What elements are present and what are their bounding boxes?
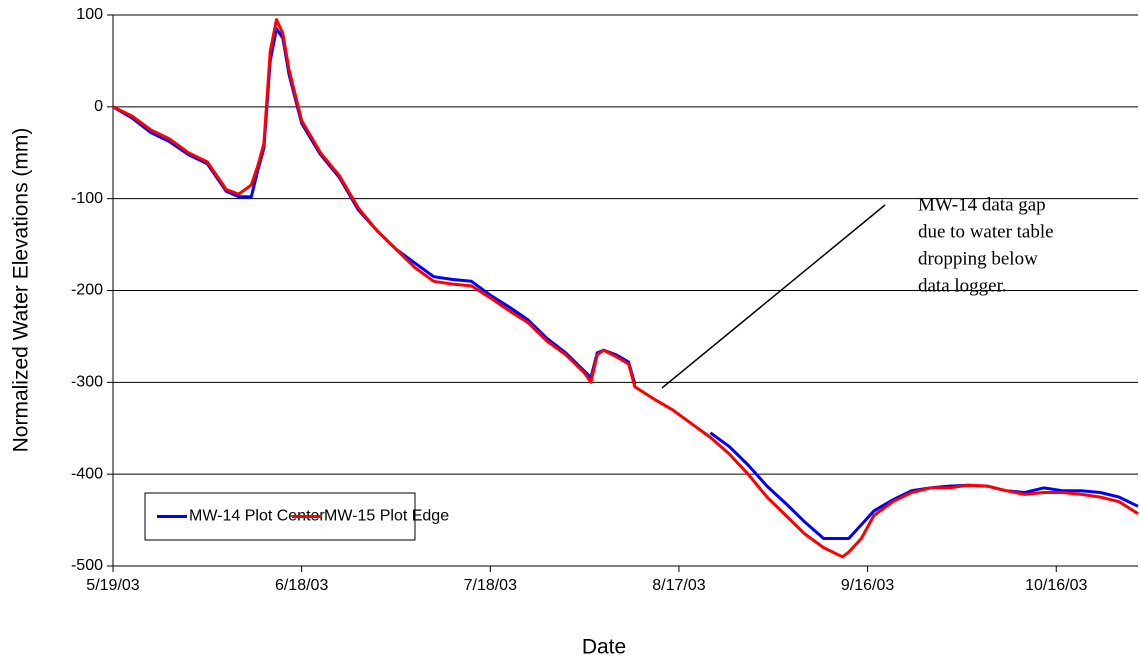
annotation-arrow [661,204,886,389]
legend-box [144,492,416,541]
y-tick-label: 0 [94,98,103,115]
x-tick-label: 7/18/03 [464,577,517,594]
annotation: data logger. [918,275,1007,296]
x-tick-label: 8/17/03 [652,577,705,594]
y-tick-label: -500 [71,557,103,574]
y-axis-label: Normalized Water Elevations (mm) [10,128,33,453]
annotation: due to water table [918,221,1054,242]
x-axis-label: Date [582,636,626,659]
y-tick-label: -200 [71,282,103,299]
annotation: MW-14 data gap [918,194,1046,215]
legend-label: MW-15 Plot Edge [324,508,449,525]
annotation: dropping below [918,248,1038,269]
legend-label: MW-14 Plot Center [189,508,325,525]
y-tick-label: -400 [71,465,103,482]
x-tick-label: 5/19/03 [86,577,139,594]
y-tick-label: 100 [76,6,103,23]
x-tick-label: 6/18/03 [275,577,328,594]
x-tick-label: 10/16/03 [1025,577,1087,594]
x-tick-label: 9/16/03 [841,577,894,594]
y-tick-label: -300 [71,374,103,391]
y-tick-label: -100 [71,190,103,207]
data-line [112,18,1139,559]
